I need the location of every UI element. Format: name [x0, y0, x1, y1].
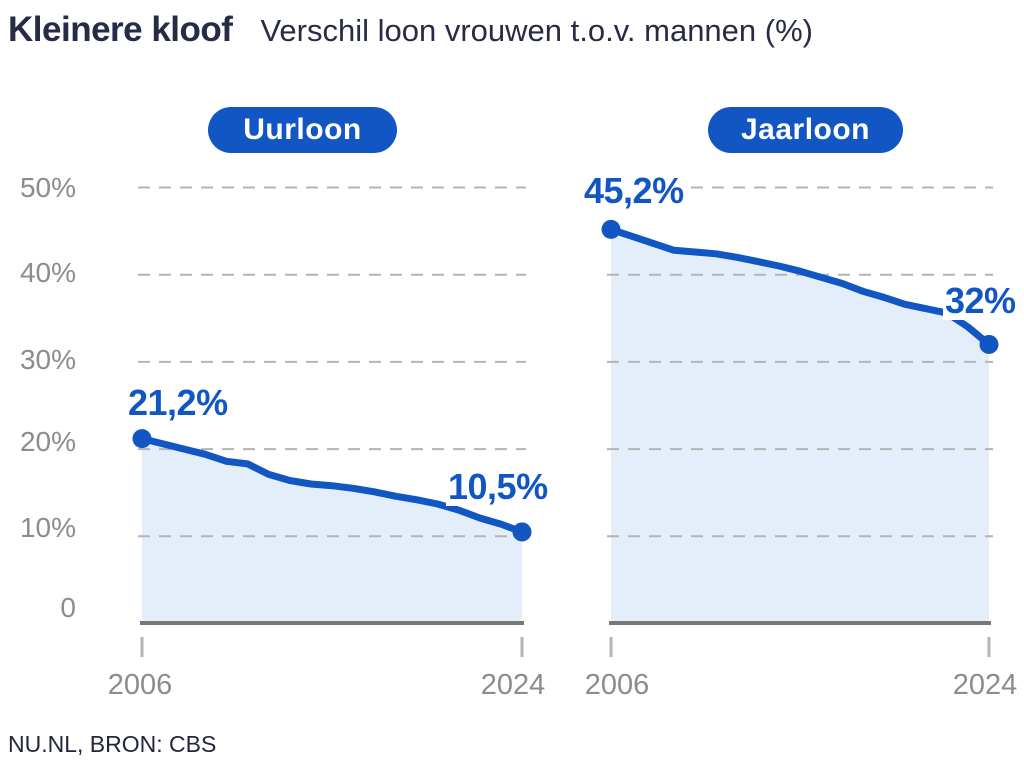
source-credit: NU.NL, BRON: CBS — [8, 731, 217, 757]
y-axis-label-10: 10% — [19, 512, 76, 543]
chart-badge-uurloon: Uurloon — [208, 107, 397, 153]
page-subtitle: Verschil loon vrouwen t.o.v. mannen (%) — [260, 13, 813, 48]
area-fill-uurloon — [142, 438, 522, 623]
y-axis-label-30: 30% — [19, 344, 76, 375]
area-fill-jaarloon — [611, 229, 989, 623]
x-axis-label-jaarloon-2006: 2006 — [584, 669, 650, 701]
x-axis-label-uurloon-2024: 2024 — [480, 669, 546, 701]
y-axis-label-40: 40% — [19, 257, 76, 288]
x-axis-label-uurloon-2006: 2006 — [107, 669, 173, 701]
data-label-jaarloon-2024: 32% — [943, 280, 1018, 321]
y-axis-label-20: 20% — [19, 426, 76, 457]
end-point-marker — [512, 522, 532, 542]
y-axis-label-0: 0 — [60, 592, 76, 623]
data-label-uurloon-2006: 21,2% — [126, 382, 230, 423]
end-point-marker — [601, 219, 621, 239]
x-axis-label-jaarloon-2024: 2024 — [952, 669, 1018, 701]
end-point-marker — [132, 429, 152, 449]
trend-line-jaarloon — [607, 225, 993, 348]
end-point-marker — [979, 334, 999, 354]
trend-line-uurloon — [138, 435, 526, 536]
header: Kleinere kloof Verschil loon vrouwen t.o… — [8, 10, 813, 50]
y-axis-label-50: 50% — [19, 172, 76, 203]
data-label-jaarloon-2006: 45,2% — [582, 170, 686, 211]
data-label-uurloon-2024: 10,5% — [446, 466, 550, 507]
page-title: Kleinere kloof — [8, 10, 233, 49]
chart-badge-jaarloon: Jaarloon — [708, 107, 903, 153]
